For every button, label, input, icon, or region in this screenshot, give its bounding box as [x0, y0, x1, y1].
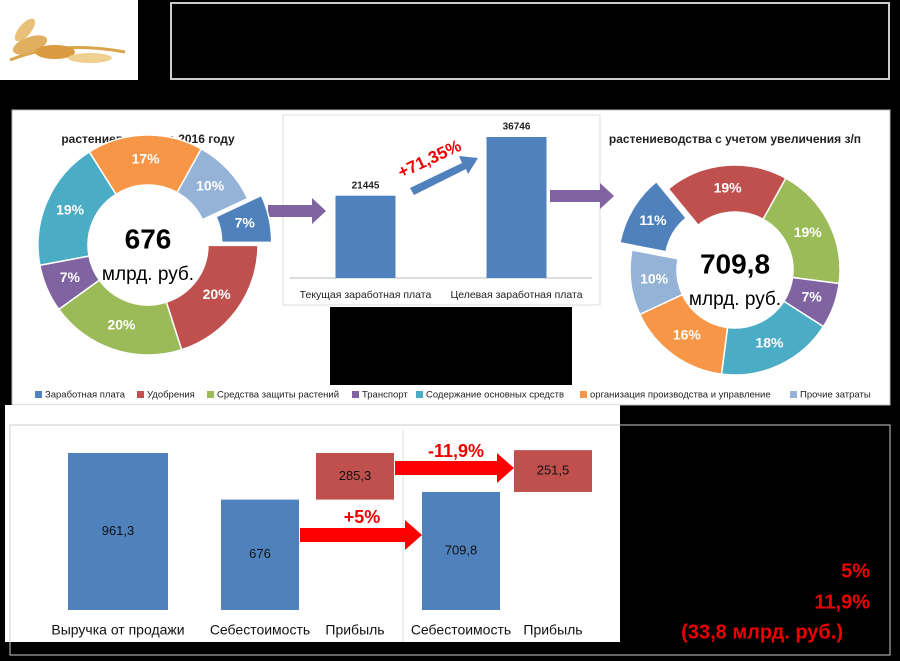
x-tick-label: Текущая заработная плата — [300, 289, 432, 301]
x-tick-label: Целевая заработная плата — [450, 289, 582, 301]
bar — [335, 195, 396, 278]
black-box — [330, 307, 572, 385]
legend-swatch — [580, 391, 587, 398]
slice-label: 16% — [673, 326, 702, 342]
value-label: 285,3 — [339, 468, 372, 483]
x-tick-label: Себестоимость — [210, 622, 310, 638]
value-label: 961,3 — [102, 523, 135, 538]
slice-label: 18% — [755, 335, 784, 351]
bar — [486, 137, 547, 278]
note: 5% — [841, 560, 870, 582]
arrows — [268, 156, 614, 550]
donut-slice — [215, 194, 273, 244]
slice-label: 7% — [801, 289, 822, 305]
slice-label: 20% — [203, 286, 232, 302]
note: (33,8 млрд. руб.) — [681, 621, 843, 643]
legend-label: Транспорт — [362, 390, 408, 401]
legend-swatch — [352, 391, 359, 398]
value-label: 21445 — [352, 180, 380, 191]
legend-label: Удобрения — [147, 390, 195, 401]
slice-label: 7% — [235, 214, 256, 230]
slice-label: 7% — [60, 269, 81, 285]
annotation: +5% — [344, 507, 381, 527]
value-label: 676 — [249, 546, 271, 561]
x-tick-label: Прибыль — [325, 622, 384, 638]
slice-label: 19% — [794, 224, 823, 240]
donut-slice — [629, 249, 684, 316]
bar — [316, 453, 394, 500]
donut-slice — [619, 180, 688, 253]
center-unit: млрд. руб. — [102, 264, 194, 285]
legend-label: Средства защиты растений — [217, 390, 339, 401]
legend-label: Заработная плата — [45, 390, 126, 401]
value-label: 36746 — [503, 122, 531, 133]
title-box — [170, 2, 890, 80]
donut-slice — [176, 147, 249, 221]
slice-label: 10% — [640, 271, 669, 287]
legend-label: организация производства и управление — [590, 390, 771, 401]
bottom-frame — [9, 424, 891, 656]
x-tick-label: Выручка от продажи — [51, 622, 184, 638]
chart-title: растениеводства с учетом увеличения з/п — [609, 132, 861, 146]
wheat-icon — [9, 18, 126, 63]
slice-label: 19% — [714, 180, 743, 196]
annotation: -11,9% — [428, 441, 484, 461]
slice-label: 11% — [639, 212, 667, 228]
value-label: 251,5 — [537, 462, 570, 477]
note: 11,9% — [814, 591, 870, 613]
legend-swatch — [790, 391, 797, 398]
legend-label: Содержание основных средств — [426, 390, 564, 401]
legend-label: Прочие затраты — [800, 390, 871, 401]
x-tick-label: Себестоимость — [411, 622, 511, 638]
legend-swatch — [137, 391, 144, 398]
center-unit: млрд. руб. — [689, 289, 781, 310]
bar — [68, 453, 168, 610]
bar — [221, 499, 299, 610]
legend-swatch — [416, 391, 423, 398]
slice-label: 10% — [196, 178, 225, 194]
slice-label: 17% — [132, 151, 161, 167]
bar — [514, 450, 592, 492]
x-tick-label: Прибыль — [523, 622, 582, 638]
slice-label: 20% — [107, 316, 136, 332]
center-value: 676 — [125, 223, 172, 254]
slice-label: 19% — [56, 202, 85, 218]
legend-swatch — [207, 391, 214, 398]
center-value: 709,8 — [700, 248, 770, 279]
value-label: 709,8 — [445, 542, 478, 557]
bar — [422, 491, 500, 610]
legend-swatch — [35, 391, 42, 398]
